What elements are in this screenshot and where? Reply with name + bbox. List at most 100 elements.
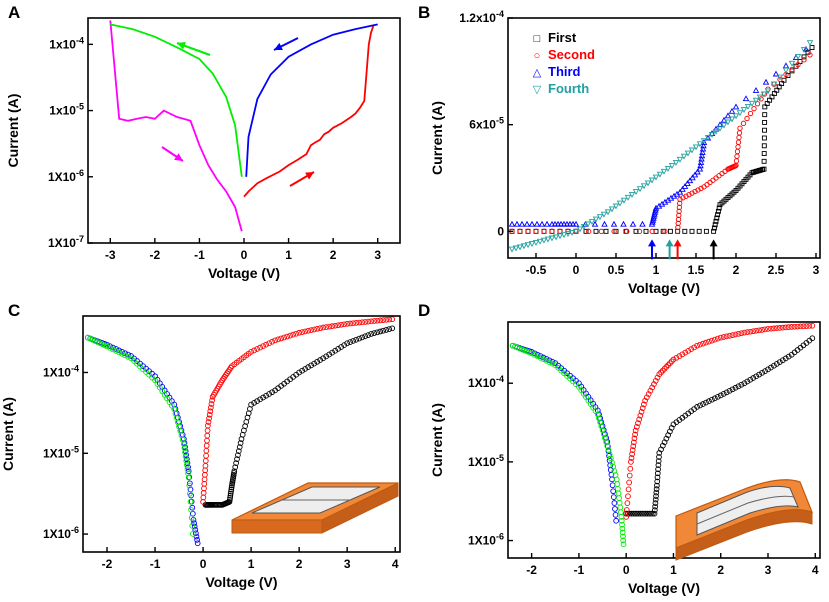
- data-point: [368, 331, 375, 337]
- data-point: [722, 168, 728, 174]
- data-point: [592, 216, 600, 223]
- data-point: [738, 330, 745, 337]
- data-point: [185, 474, 192, 481]
- data-point: [508, 246, 516, 253]
- data-point: [341, 342, 348, 348]
- data-point: [187, 490, 193, 497]
- data-point: [567, 375, 573, 382]
- data-point: [576, 226, 584, 233]
- data-point: [712, 222, 718, 228]
- data-point: [667, 360, 673, 367]
- data-point: [676, 353, 683, 359]
- panel-a: -3 -2 -1 0 1 2 3 1X10-7 1X10-6 1x10-5 1x10-4 Voltag…: [5, 17, 401, 281]
- data-point: [683, 193, 689, 199]
- data-point: [207, 408, 214, 415]
- data-point: [706, 398, 712, 404]
- x-tick-label: 0: [241, 248, 248, 262]
- data-point: [629, 220, 637, 227]
- data-point: [612, 203, 620, 210]
- data-point: [720, 122, 728, 129]
- plot-area-a: [109, 20, 378, 232]
- data-point: [703, 339, 709, 346]
- data-point: [200, 490, 207, 496]
- data-point: [235, 452, 241, 458]
- data-point: [628, 510, 635, 517]
- data-point: [654, 474, 661, 481]
- data-point: [655, 462, 662, 469]
- data-point: [263, 341, 269, 348]
- data-point: [272, 337, 278, 344]
- data-point: [717, 392, 724, 399]
- data-point: [715, 208, 721, 214]
- data-point: [684, 150, 692, 157]
- data-point: [119, 348, 125, 355]
- data-point: [552, 234, 560, 241]
- data-point: [662, 228, 668, 234]
- data-point: [257, 396, 263, 403]
- data-point: [750, 328, 757, 335]
- data-point: [729, 332, 736, 338]
- plot-area-d: [509, 322, 816, 548]
- data-point: [644, 510, 651, 517]
- data-point: [266, 391, 272, 397]
- data-point: [232, 464, 239, 471]
- data-point: [608, 206, 616, 213]
- data-point: [389, 325, 396, 332]
- data-point: [639, 510, 645, 517]
- data-point: [652, 496, 659, 503]
- data-point: [614, 481, 621, 487]
- data-point: [695, 187, 701, 193]
- data-point: [383, 327, 390, 333]
- data-point: [732, 113, 740, 120]
- data-point: [317, 325, 323, 332]
- data-point: [513, 220, 521, 227]
- data-point: [714, 393, 721, 400]
- data-point: [616, 200, 624, 207]
- data-point: [694, 404, 700, 410]
- panel-label-c: C: [8, 301, 20, 320]
- data-point: [756, 371, 762, 378]
- y-tick-label: 1X10-7: [48, 234, 84, 250]
- data-point: [528, 220, 536, 227]
- data-point: [626, 472, 633, 479]
- data-point: [809, 335, 816, 342]
- data-point: [648, 177, 656, 184]
- data-point: [691, 344, 697, 351]
- data-point: [665, 362, 671, 368]
- data-point: [712, 125, 720, 132]
- data-point: [601, 220, 608, 227]
- data-point: [296, 329, 302, 336]
- x-tick-label: 2: [717, 563, 724, 577]
- data-point: [774, 325, 780, 332]
- data-point: [531, 351, 538, 358]
- data-point: [703, 228, 709, 234]
- data-point: [203, 442, 210, 449]
- data-point: [516, 244, 524, 251]
- data-point: [612, 506, 618, 512]
- data-point: [741, 380, 748, 387]
- data-point: [707, 179, 713, 186]
- data-point: [652, 503, 658, 510]
- data-point: [698, 185, 704, 192]
- data-point: [584, 221, 592, 228]
- data-point: [107, 345, 113, 351]
- data-point: [697, 341, 703, 348]
- data-point: [637, 412, 644, 419]
- data-point: [636, 186, 644, 193]
- data-point: [188, 506, 194, 513]
- x-tick-label: 1: [653, 263, 660, 277]
- data-point: [548, 235, 556, 242]
- data-point: [323, 353, 330, 360]
- data-point: [785, 353, 792, 360]
- data-point: [183, 457, 190, 464]
- data-point: [116, 347, 122, 354]
- data-point: [635, 510, 642, 517]
- data-point: [377, 317, 384, 324]
- data-point: [314, 358, 320, 365]
- inset-flat-device: [231, 482, 399, 534]
- legend-entry: Third: [548, 64, 581, 79]
- data-point: [753, 373, 760, 380]
- data-point: [735, 144, 741, 150]
- data-point: [658, 369, 664, 376]
- data-point: [765, 366, 771, 373]
